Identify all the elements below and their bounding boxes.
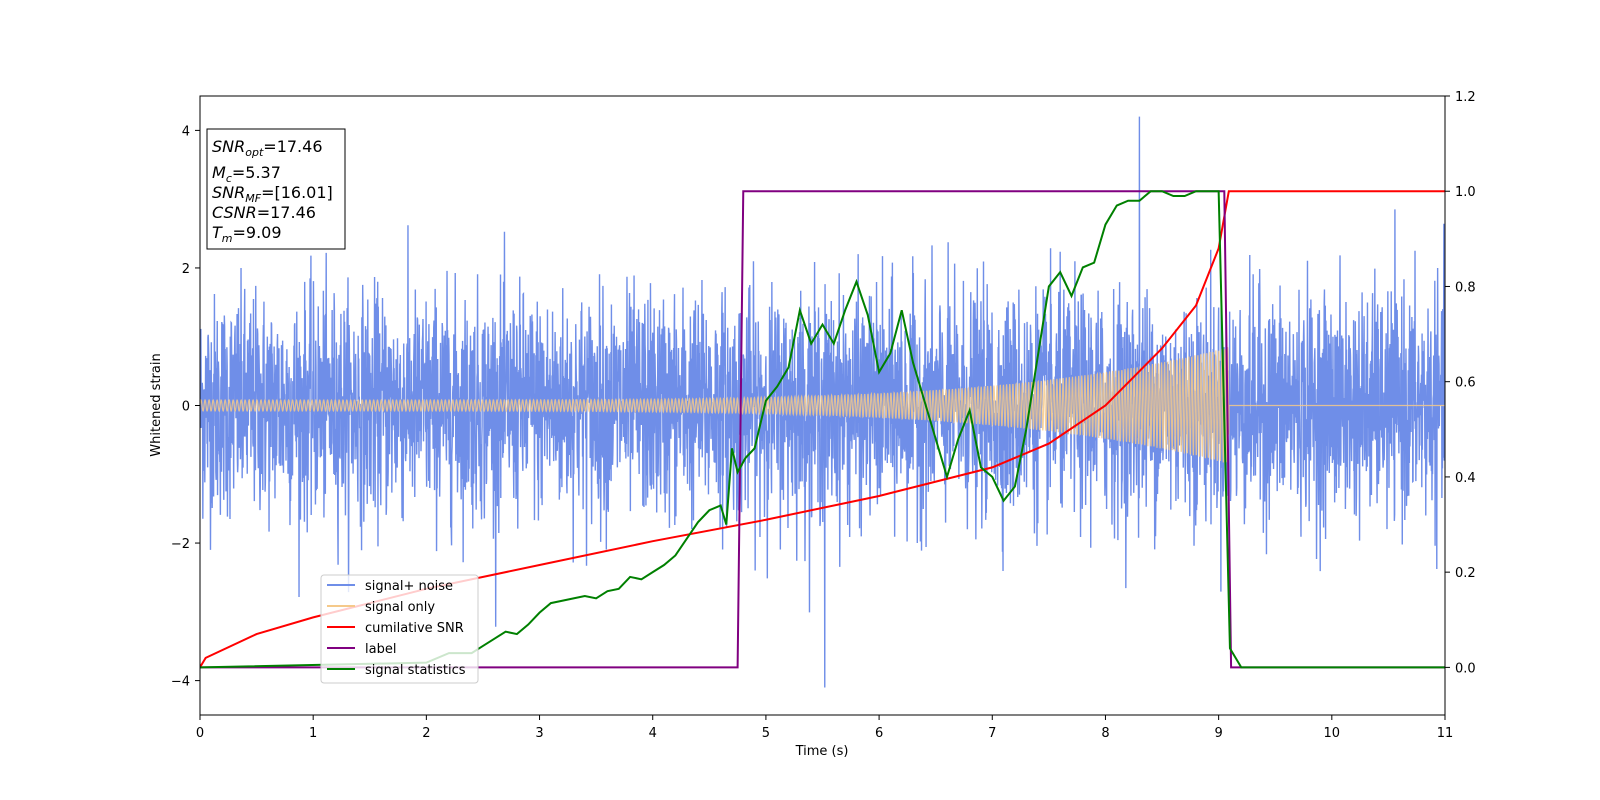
x-tick-label: 6 <box>875 726 883 741</box>
y2-tick-label: 0.2 <box>1455 566 1476 581</box>
annotation-line-mc: Mc=5.37 <box>212 163 281 185</box>
y2-tick-label: 0.8 <box>1455 280 1476 295</box>
x-tick-label: 4 <box>649 726 657 741</box>
x-tick-label: 5 <box>762 726 770 741</box>
series-signal-noise-line <box>200 116 1445 688</box>
x-tick-label: 3 <box>535 726 543 741</box>
y2-tick-label: 0.6 <box>1455 376 1476 391</box>
legend-label: signal+ noise <box>365 579 453 594</box>
y-tick-label: −2 <box>171 537 190 552</box>
ticks-layer: 0 1 2 3 4 5 6 7 8 9 10 11 4 2 0 −2 −4 1.2 1.0 0.8 0.6 0.4 0.2 0… <box>171 90 1476 741</box>
x-tick-label: 7 <box>988 726 996 741</box>
legend-item-signal-noise: signal+ noise <box>327 579 453 594</box>
x-tick-label: 10 <box>1324 726 1341 741</box>
legend-label: signal statistics <box>365 663 466 678</box>
legend-item-signal-only: signal only <box>327 600 435 615</box>
annotation-line-snr-opt: SNRopt=17.46 <box>212 137 323 159</box>
y-axis-label: Whitened strain <box>149 353 164 456</box>
legend: signal+ noise signal only cumilative SNR… <box>320 574 479 684</box>
legend-label: signal only <box>365 600 435 615</box>
x-axis-label: Time (s) <box>795 744 849 759</box>
series-signal-statistics-line <box>200 190 1445 669</box>
series-layer <box>200 116 1445 688</box>
x-tick-label: 9 <box>1214 726 1222 741</box>
y-tick-label: 2 <box>182 262 190 277</box>
annotation-line-snr-mf: SNRMF=[16.01] <box>212 183 333 205</box>
x-tick-label: 0 <box>196 726 204 741</box>
legend-item-signal-statistics: signal statistics <box>327 663 466 678</box>
x-tick-label: 8 <box>1101 726 1109 741</box>
legend-item-label: label <box>327 642 396 657</box>
legend-label: cumilative SNR <box>365 621 464 636</box>
y2-tick-label: 1.2 <box>1455 90 1476 105</box>
x-tick-label: 11 <box>1437 726 1454 741</box>
y-tick-label: −4 <box>171 675 190 690</box>
y-tick-label: 0 <box>182 400 190 415</box>
y2-tick-label: 0.4 <box>1455 471 1476 486</box>
y2-tick-label: 1.0 <box>1455 185 1476 200</box>
x-tick-label: 1 <box>309 726 317 741</box>
series-signal-only-line <box>200 347 1445 463</box>
annotation-line-tm: Tm=9.09 <box>212 223 282 245</box>
legend-frame <box>320 574 479 684</box>
y2-tick-label: 0.0 <box>1455 661 1476 676</box>
y-tick-label: 4 <box>182 124 190 139</box>
x-tick-label: 2 <box>422 726 430 741</box>
series-cumilative-snr-line <box>200 190 1445 668</box>
annotation-line-csnr: CSNR=17.46 <box>212 203 316 222</box>
legend-item-cumilative-snr: cumilative SNR <box>327 621 464 636</box>
annotation-box: SNRopt=17.46 Mc=5.37 SNRMF=[16.01] CSNR=… <box>206 128 346 250</box>
legend-label: label <box>365 642 396 657</box>
